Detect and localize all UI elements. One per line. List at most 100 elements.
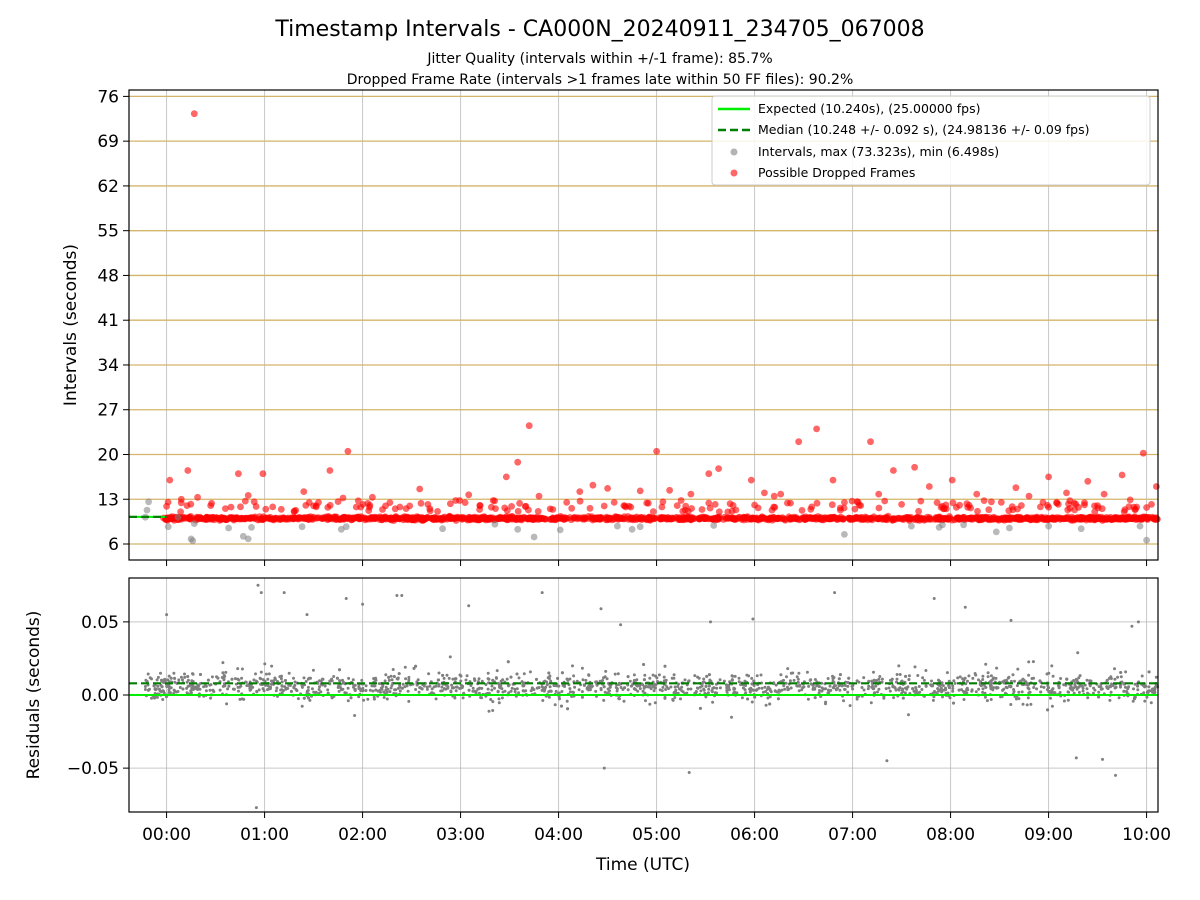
residual-point [669, 685, 673, 689]
residual-point [811, 683, 815, 687]
residual-point [162, 681, 165, 684]
dropped-frame-point [933, 499, 941, 506]
residual-point [824, 702, 827, 706]
residual-point [628, 679, 632, 683]
residual-point [580, 666, 584, 670]
residual-point [270, 664, 274, 668]
dropped-frame-point [883, 516, 891, 524]
residual-point [750, 700, 754, 704]
residual-point [392, 675, 396, 678]
residual-point [664, 688, 668, 691]
residual-point [197, 684, 201, 688]
residual-point [1113, 677, 1117, 681]
residual-point [1031, 660, 1035, 664]
residual-point [161, 689, 165, 693]
residual-point [257, 688, 261, 692]
residual-outlier-point [467, 604, 471, 608]
dropped-frame-point [1087, 513, 1094, 521]
residual-point [673, 696, 677, 699]
residual-point [986, 675, 990, 679]
dropped-frame-point [1081, 499, 1088, 507]
dropped-frame-point [1064, 506, 1072, 514]
residual-point [1009, 679, 1013, 683]
residual-point [491, 678, 495, 682]
residual-point [887, 686, 891, 690]
residual-point [274, 689, 278, 693]
interval-point [174, 513, 182, 521]
residual-point [977, 678, 980, 682]
residual-point [545, 683, 549, 687]
residual-point [683, 678, 687, 682]
dropped-frame-point [808, 503, 816, 511]
dropped-frame-point [320, 514, 328, 522]
residual-point [385, 697, 389, 701]
residual-point [294, 687, 298, 691]
dropped-frame-point [1084, 477, 1092, 485]
residual-point [501, 690, 505, 694]
residual-point [733, 674, 737, 678]
residual-point [780, 688, 784, 692]
residual-point [654, 683, 658, 687]
residual-point [167, 685, 171, 689]
residual-point [1009, 684, 1013, 688]
dropped-frame-point [726, 500, 734, 508]
residual-point [1035, 687, 1039, 691]
interval-point [514, 525, 522, 533]
residual-point [689, 687, 693, 691]
residual-point [193, 685, 197, 689]
residual-point [818, 689, 821, 692]
residual-point [571, 664, 574, 668]
residual-point [632, 673, 636, 677]
residual-point [199, 673, 202, 676]
residual-point [981, 674, 985, 678]
residual-point [619, 686, 623, 689]
residual-point [263, 662, 267, 666]
residual-point [679, 697, 682, 701]
residual-point [706, 691, 710, 695]
residual-point [894, 688, 898, 692]
residual-point [1025, 703, 1029, 707]
residual-point [1089, 679, 1093, 683]
residual-outlier-point [165, 613, 169, 617]
residual-point [766, 685, 770, 689]
residual-point [528, 670, 532, 674]
residual-point [686, 687, 690, 691]
residual-point [289, 689, 293, 693]
residual-point [1017, 697, 1021, 701]
residual-point [871, 684, 874, 688]
residual-point [434, 697, 438, 701]
residual-point [847, 676, 851, 680]
intervals-y-tick-label: 76 [97, 87, 119, 107]
residual-point [960, 688, 963, 692]
interval-point [244, 535, 252, 543]
dropped-frame-point [390, 515, 398, 523]
residual-point [150, 696, 153, 700]
residual-point [718, 678, 722, 682]
residual-point [797, 689, 801, 693]
dropped-frame-point [1005, 507, 1013, 515]
residual-point [385, 690, 389, 694]
residual-point [543, 679, 547, 683]
residual-point [951, 689, 955, 693]
residual-point [820, 689, 824, 693]
residual-point [1131, 699, 1135, 703]
x-tick-label: 08:00 [926, 825, 975, 845]
dropped-frame-point [1044, 516, 1051, 524]
dropped-frame-point [960, 513, 968, 521]
dropped-frame-point [241, 497, 249, 505]
residual-point [1085, 678, 1089, 682]
dropped-frame-point [1143, 504, 1150, 511]
interval-point [628, 525, 636, 533]
dropped-frame-point [787, 499, 794, 507]
residual-point [951, 684, 955, 688]
residual-point [1123, 685, 1127, 689]
residual-point [678, 687, 682, 691]
residual-point [240, 697, 244, 701]
dropped-frame-point [404, 515, 412, 523]
residual-point [623, 686, 627, 690]
dropped-frame-point [715, 508, 723, 516]
residual-point [901, 690, 905, 694]
residual-point [753, 695, 757, 699]
residual-point [907, 678, 911, 681]
residual-point [577, 688, 581, 692]
